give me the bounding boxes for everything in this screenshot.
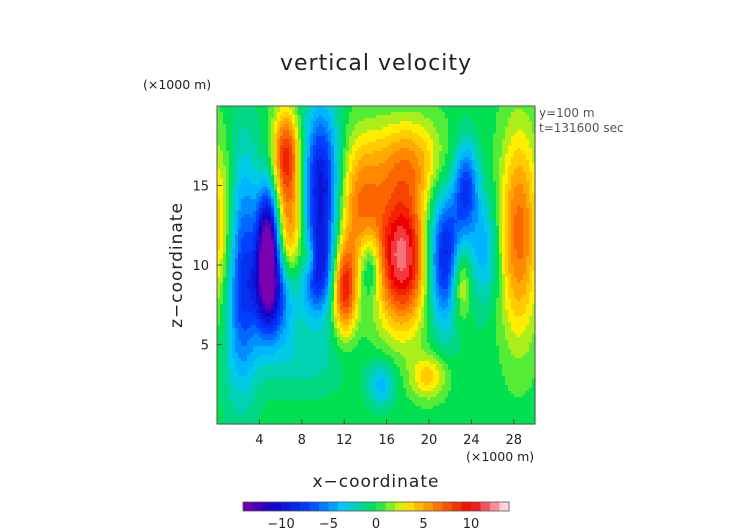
x-tick-label: 24	[463, 433, 480, 448]
colorbar: −10 −5 0 5 10	[242, 501, 510, 532]
x-tick-label: 8	[298, 433, 306, 448]
x-tick-label: 4	[255, 433, 263, 448]
x-tick-label: 12	[336, 433, 353, 448]
colorbar-swatch	[433, 502, 443, 511]
colorbar-swatch	[271, 502, 282, 511]
colorbar-swatch	[395, 502, 405, 511]
colorbar-swatch	[262, 502, 272, 511]
colorbar-swatch	[376, 502, 386, 511]
y-axis-ticks: 5 10 15	[192, 180, 222, 354]
z-unit-label: (×1000 m)	[143, 77, 211, 92]
colorbar-swatch	[452, 502, 462, 511]
colorbar-swatch	[414, 502, 424, 511]
colorbar-swatch	[471, 502, 481, 511]
colorbar-tick-label: −10	[267, 517, 294, 532]
colorbar-swatch	[423, 502, 434, 511]
x-axis-ticks: 4 8 12 16 20 24 28	[255, 419, 522, 448]
x-tick-label: 16	[378, 433, 395, 448]
colorbar-swatch	[347, 502, 358, 511]
colorbar-swatch	[442, 502, 453, 511]
colorbar-tick-label: 10	[463, 517, 480, 532]
colorbar-swatch	[243, 502, 253, 511]
colorbar-swatch	[300, 502, 310, 511]
annotation-t: t=131600 sec	[539, 121, 624, 135]
colorbar-tick-label: 0	[372, 517, 380, 532]
colorbar-swatch	[252, 502, 263, 511]
colorbar-swatch	[404, 502, 415, 511]
colorbar-swatch	[499, 502, 510, 511]
heatmap-plot-area	[217, 106, 536, 425]
colorbar-swatch	[461, 502, 472, 511]
colorbar-swatch	[328, 502, 339, 511]
x-unit-label: (×1000 m)	[466, 449, 534, 464]
x-tick-label: 20	[421, 433, 438, 448]
y-tick-label: 10	[192, 259, 209, 274]
colorbar-swatch	[309, 502, 320, 511]
y-tick-label: 15	[192, 180, 209, 195]
colorbar-frame	[242, 501, 510, 512]
y-axis-label: z−coordinate	[167, 202, 187, 328]
colorbar-swatch	[490, 502, 500, 511]
colorbar-swatch	[290, 502, 301, 511]
y-tick-label: 5	[201, 339, 209, 354]
annotation-y: y=100 m	[539, 106, 595, 120]
colorbar-tick-label: 5	[419, 517, 427, 532]
colorbar-swatch	[281, 502, 291, 511]
colorbar-swatch	[357, 502, 367, 511]
colorbar-swatch	[366, 502, 377, 511]
chart-title: vertical velocity	[280, 51, 472, 76]
colorbar-tick-label: −5	[319, 517, 338, 532]
x-axis-label: x−coordinate	[313, 472, 440, 492]
colorbar-swatch	[480, 502, 491, 511]
colorbar-swatch	[319, 502, 329, 511]
colorbar-swatch	[385, 502, 396, 511]
colorbar-swatch	[338, 502, 348, 511]
x-tick-label: 28	[506, 433, 523, 448]
